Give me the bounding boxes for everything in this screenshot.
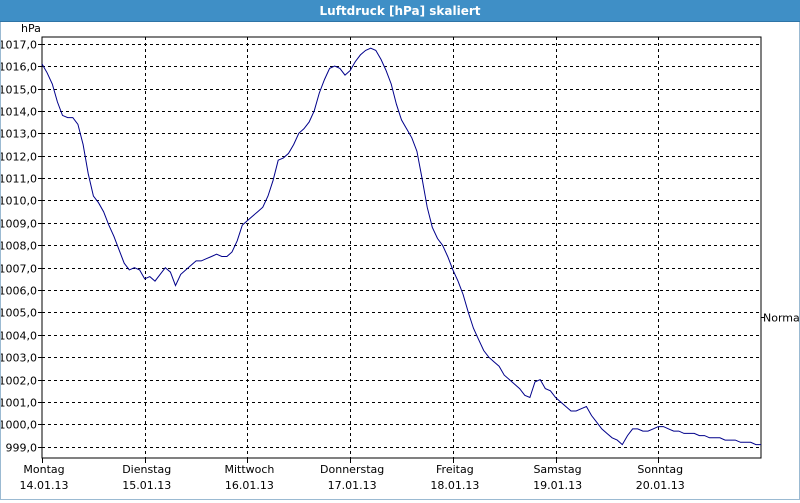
x-tick-date-label: 19.01.13	[533, 479, 582, 492]
y-tick-label: 1014,0	[1, 106, 37, 119]
x-tick-day-label: Samstag	[533, 463, 581, 476]
chart-canvas: hPa 999,0 1000,0 1001,0 1002,0 1003,0 1004,0 1…	[0, 22, 800, 500]
pressure-series-line	[41, 47, 761, 446]
x-tick-day-label: Freitag	[436, 463, 474, 476]
x-tick-date-label: 14.01.13	[20, 479, 69, 492]
y-tick-label: 999,0	[6, 442, 38, 455]
y-unit-label: hPa	[21, 22, 41, 35]
y-tick-label: 1013,0	[1, 128, 37, 141]
y-tick-label: 1000,0	[1, 419, 37, 432]
plot-frame	[41, 36, 762, 459]
x-tick-labels: Montag 14.01.13 Dienstag 15.01.13 Mittwoch 16…	[20, 463, 685, 492]
x-tick-day-label: Mittwoch	[224, 463, 274, 476]
y-tick-label: 1015,0	[1, 84, 37, 97]
series-group	[41, 47, 761, 446]
y-tick-label: 1007,0	[1, 263, 37, 276]
y-tick-label: 1009,0	[1, 218, 37, 231]
axes: hPa	[21, 22, 762, 463]
x-tick-day-label: Dienstag	[122, 463, 171, 476]
x-tick-date-label: 16.01.13	[225, 479, 274, 492]
y-tick-label: 1017,0	[1, 39, 37, 52]
grid-lines	[42, 37, 761, 458]
y-tick-label: 1002,0	[1, 375, 37, 388]
y-tick-label: 1005,0	[1, 307, 37, 320]
x-tick-day-label: Sonntag	[637, 463, 683, 476]
reference-marker: Normal	[761, 312, 800, 325]
x-tick-day-label: Montag	[23, 463, 64, 476]
reference-label: Normal	[763, 312, 799, 325]
y-tick-label: 1016,0	[1, 61, 37, 74]
y-tick-labels: 999,0 1000,0 1001,0 1002,0 1003,0 1004,0 1005,…	[0, 39, 38, 455]
x-tick-day-label: Donnerstag	[320, 463, 384, 476]
x-tick-date-label: 18.01.13	[430, 479, 479, 492]
y-tick-label: 1008,0	[1, 240, 37, 253]
y-tick-label: 1004,0	[1, 330, 37, 343]
chart-title: Luftdruck [hPa] skaliert	[0, 0, 800, 22]
y-tick-label: 1010,0	[1, 195, 37, 208]
y-tick-label: 1003,0	[1, 352, 37, 365]
y-tick-label: 1012,0	[1, 151, 37, 164]
pressure-chart: hPa 999,0 1000,0 1001,0 1002,0 1003,0 1004,0 1…	[0, 22, 800, 492]
x-tick-date-label: 20.01.13	[636, 479, 685, 492]
y-tick-label: 1006,0	[1, 285, 37, 298]
y-tick-label: 1001,0	[1, 397, 37, 410]
x-tick-date-label: 17.01.13	[328, 479, 377, 492]
y-tick-label: 1011,0	[1, 173, 37, 186]
x-tick-date-label: 15.01.13	[122, 479, 171, 492]
